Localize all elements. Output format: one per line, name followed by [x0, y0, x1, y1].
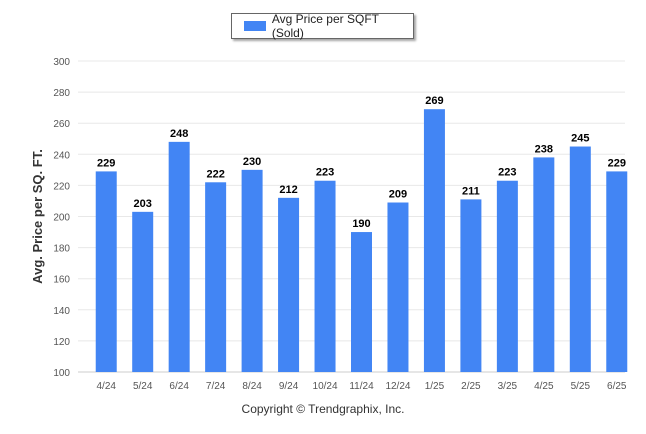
x-tick-label: 10/24 [313, 381, 338, 392]
copyright-text: Copyright © Trendgraphix, Inc. [241, 402, 405, 416]
x-tick-label: 7/24 [206, 381, 226, 392]
data-label: 223 [316, 167, 334, 179]
data-label: 245 [571, 133, 589, 145]
y-tick-label: 200 [53, 213, 70, 224]
x-tick-label: 4/25 [534, 381, 554, 392]
y-tick-label: 300 [53, 57, 70, 68]
x-tick-label: 5/24 [133, 381, 153, 392]
bar [460, 199, 482, 372]
bar [606, 171, 628, 372]
x-tick-label: 5/25 [571, 381, 591, 392]
bar [351, 232, 372, 372]
x-tick-label: 1/25 [425, 381, 445, 392]
bar [387, 202, 409, 372]
x-tick-label: 11/24 [349, 381, 374, 392]
data-label: 248 [170, 128, 188, 140]
legend-swatch [244, 21, 266, 31]
bar [314, 180, 336, 372]
bar [496, 180, 518, 372]
data-label: 212 [279, 184, 297, 196]
y-tick-label: 100 [53, 368, 70, 379]
y-tick-label: 180 [53, 244, 70, 255]
y-tick-label: 240 [53, 150, 70, 161]
x-tick-label: 2/25 [461, 381, 481, 392]
y-tick-label: 280 [53, 88, 70, 99]
data-label: 190 [352, 218, 370, 230]
y-axis-title: Avg. Price per SQ. FT. [30, 149, 45, 284]
bar [132, 211, 154, 372]
data-label: 230 [243, 156, 261, 168]
bar [95, 171, 117, 372]
data-label: 229 [608, 157, 626, 169]
data-label: 229 [97, 157, 115, 169]
data-label: 223 [498, 167, 516, 179]
data-label: 222 [206, 168, 224, 180]
x-tick-label: 6/24 [169, 381, 189, 392]
y-tick-label: 140 [53, 306, 70, 317]
bar [205, 182, 227, 372]
x-tick-label: 12/24 [385, 381, 410, 392]
bar [278, 197, 300, 372]
bar [168, 141, 190, 372]
x-tick-label: 3/25 [498, 381, 518, 392]
data-label: 238 [535, 143, 553, 155]
y-tick-label: 120 [53, 337, 70, 348]
bar [241, 169, 263, 372]
y-tick-label: 160 [53, 275, 70, 286]
x-tick-label: 6/25 [607, 381, 627, 392]
y-tick-label: 220 [53, 181, 70, 192]
data-label: 203 [134, 198, 152, 210]
x-tick-label: 8/24 [242, 381, 262, 392]
bar [569, 146, 591, 372]
bar [423, 109, 445, 372]
x-tick-label: 4/24 [96, 381, 116, 392]
legend-label: Avg Price per SQFT (Sold) [271, 12, 379, 40]
data-label: 209 [389, 189, 407, 201]
data-label: 269 [425, 95, 443, 107]
chart-legend: Avg Price per SQFT (Sold) [231, 12, 414, 40]
y-tick-label: 260 [53, 119, 70, 130]
data-label: 211 [462, 185, 480, 197]
bar [533, 157, 555, 372]
x-tick-label: 9/24 [279, 381, 299, 392]
